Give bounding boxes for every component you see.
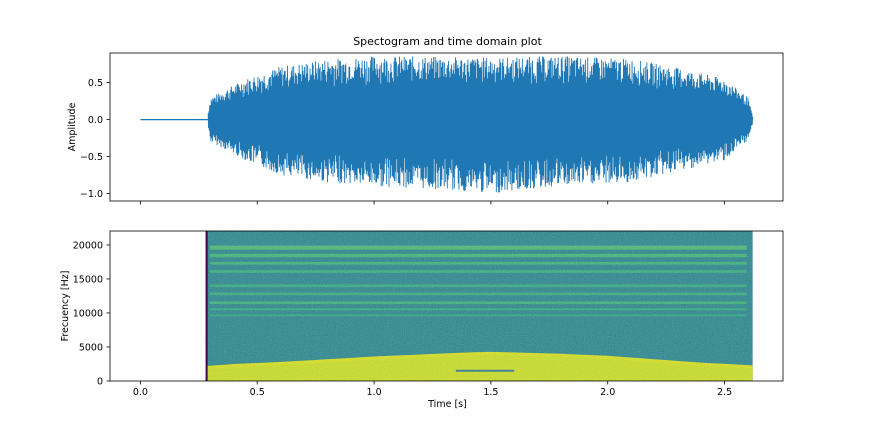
bottom-y-tick-label: 5000 bbox=[79, 342, 103, 353]
bottom-y-tick-label: 20000 bbox=[73, 240, 103, 251]
bottom-x-tick-label: 2.5 bbox=[717, 387, 732, 398]
top-y-ticks: 0.5 0.0 −0.5 −1.0 bbox=[80, 78, 110, 200]
y-axis-label-frequency: Frecuency [Hz] bbox=[60, 271, 71, 342]
spectrogram-image bbox=[205, 231, 753, 381]
x-axis-label-time: Time [s] bbox=[427, 399, 467, 410]
time-domain-plot: Spectogram and time domain plot 0.5 0.0 −0… bbox=[67, 35, 784, 205]
top-x-ticks bbox=[139, 201, 725, 205]
bottom-x-ticks: 0.0 0.5 1.0 1.5 2.0 2.5 bbox=[133, 381, 732, 398]
top-y-tick-label: 0.0 bbox=[88, 115, 103, 126]
bottom-x-tick-label: 1.0 bbox=[367, 387, 382, 398]
waveform-signal bbox=[207, 56, 754, 193]
spectrogram-plot: 0.0 0.5 1.0 1.5 2.0 2.5 05000100001500020000 … bbox=[60, 230, 784, 410]
top-y-tick-label: 0.5 bbox=[88, 78, 103, 89]
bottom-y-ticks: 0 5000 10000 15000 20000 bbox=[73, 240, 110, 388]
y-axis-label-amplitude: Amplitude bbox=[67, 103, 78, 152]
time-domain-axes-frame bbox=[109, 52, 784, 202]
top-y-tick-label: −0.5 bbox=[80, 152, 103, 163]
spectrogram-axes-frame bbox=[109, 230, 784, 382]
bottom-x-tick-label: 0.0 bbox=[133, 387, 148, 398]
bottom-y-tick-label: 15000 bbox=[73, 274, 103, 285]
bottom-x-tick-label: 1.5 bbox=[483, 387, 498, 398]
bottom-y-tick-label: 10000 bbox=[73, 308, 103, 319]
spectrogram-noise bbox=[205, 231, 753, 381]
bottom-x-tick-label: 2.0 bbox=[600, 387, 615, 398]
chart-title: Spectogram and time domain plot bbox=[353, 35, 542, 48]
bottom-y-tick-label: 0 bbox=[97, 377, 103, 388]
waveform bbox=[140, 56, 754, 193]
top-y-tick-label: −1.0 bbox=[80, 189, 103, 200]
bottom-x-tick-label: 0.5 bbox=[250, 387, 265, 398]
